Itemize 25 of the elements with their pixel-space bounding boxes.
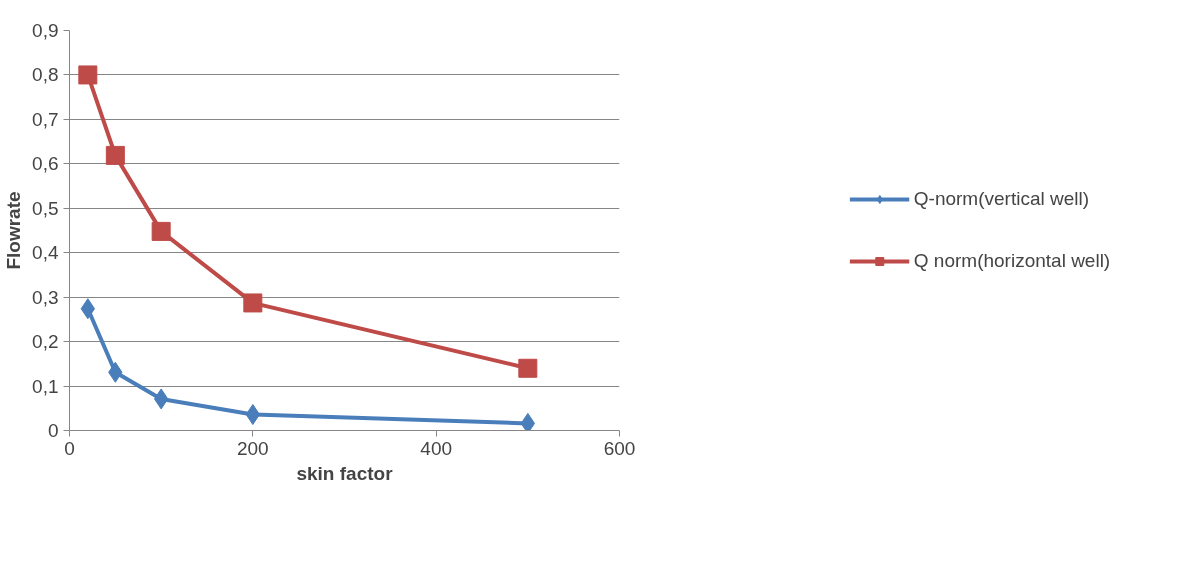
y-tick-label: 0,5 [32,197,59,219]
point [105,145,125,165]
x-axis-title: skin factor [296,462,394,484]
y-tick-label: 0 [47,420,59,441]
x-tick-label: 600 [603,437,636,459]
x-tick-label: 400 [420,437,453,459]
point [518,358,538,378]
x-tick-label: 0 [64,437,75,459]
y-tick-label: 0,2 [32,331,59,353]
y-tick-label: 0,9 [32,20,59,41]
point [78,65,98,85]
point [151,221,171,241]
y-tick-label: 0,1 [32,375,59,397]
y-tick-label: 0,7 [32,108,59,130]
point [520,412,535,431]
point [243,293,263,313]
point [245,404,260,425]
y-tick-label: 0,3 [32,286,59,308]
y-tick-label: 0,8 [32,64,59,86]
legend-label: Q norm(horizontal well) [913,250,1111,272]
y-tick-label: 0,6 [32,153,59,175]
legend-label: Q-norm(vertical well) [913,188,1090,210]
y-axis-title: Flowrate [3,191,25,270]
x-tick-label: 200 [236,437,269,459]
y-tick-label: 0,4 [32,242,59,264]
